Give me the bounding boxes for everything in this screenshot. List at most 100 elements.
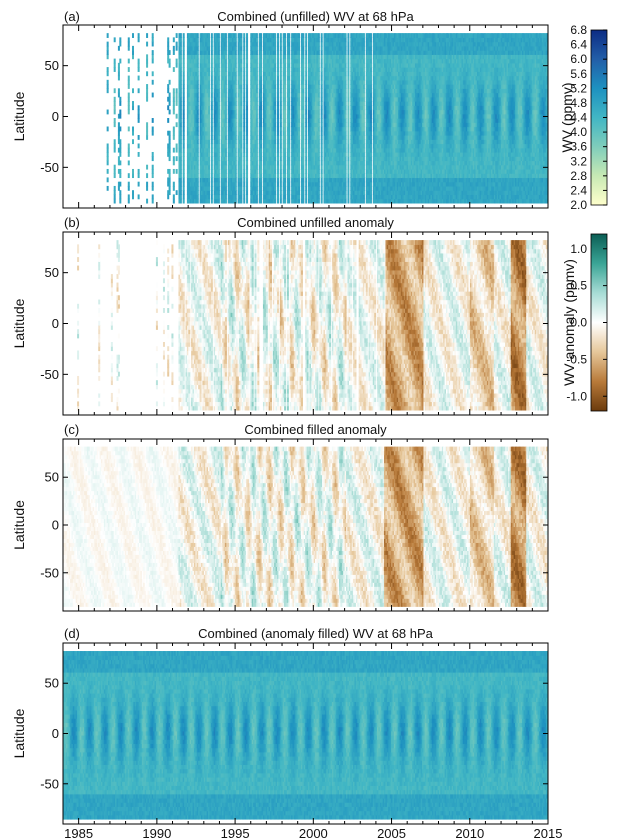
heatmap-cell (254, 139, 257, 145)
heatmap-cell (271, 92, 274, 98)
heatmap-cell (384, 62, 387, 68)
heatmap-cell (205, 190, 208, 196)
heatmap-cell (288, 79, 291, 85)
heatmap-cell (315, 198, 318, 204)
heatmap-cell (378, 164, 381, 170)
heatmap-cell (338, 75, 341, 81)
heatmap-cell (341, 164, 344, 170)
heatmap-cell (265, 164, 268, 170)
heatmap-cell (331, 33, 334, 38)
heatmap-cell (365, 41, 368, 47)
heatmap-cell (284, 135, 287, 140)
heatmap-cell (200, 143, 203, 149)
heatmap-cell (333, 79, 336, 85)
heatmap-cell (340, 75, 343, 81)
heatmap-cell (223, 54, 226, 60)
heatmap-cell (231, 41, 234, 47)
heatmap-cell (253, 33, 256, 38)
heatmap-cell (234, 71, 237, 77)
heatmap-cell (250, 96, 253, 102)
heatmap-cell (350, 54, 353, 60)
heatmap-cell (271, 37, 274, 43)
heatmap-cell (354, 92, 357, 98)
heatmap-cell (172, 105, 175, 111)
heatmap-cell (258, 168, 261, 174)
heatmap-cell (312, 79, 315, 85)
heatmap-cell (291, 41, 294, 47)
heatmap-cell (330, 147, 333, 153)
heatmap-cell (357, 198, 360, 204)
heatmap-cell (113, 168, 116, 174)
heatmap-cell (298, 190, 301, 196)
heatmap-cell (354, 101, 357, 106)
heatmap-cell (271, 101, 274, 106)
heatmap-cell (246, 45, 249, 51)
heatmap-cell (351, 151, 354, 157)
heatmap-cell (192, 160, 195, 166)
heatmap-cell (313, 79, 316, 85)
heatmap-cell (258, 54, 261, 60)
heatmap-cell (179, 190, 182, 196)
heatmap-cell (367, 143, 370, 149)
heatmap-cell (215, 181, 218, 187)
heatmap-cell (323, 96, 326, 102)
heatmap-cell (210, 190, 213, 196)
heatmap-cell (291, 88, 294, 94)
heatmap-cell (316, 130, 319, 136)
heatmap-cell (305, 54, 308, 60)
heatmap-cell (341, 194, 344, 200)
heatmap-cell (179, 88, 182, 94)
heatmap-cell (341, 54, 344, 60)
heatmap-cell (239, 92, 242, 98)
heatmap-cell (271, 62, 274, 68)
heatmap-cell (341, 126, 344, 132)
heatmap-cell (255, 151, 258, 157)
heatmap-cell (178, 54, 181, 60)
heatmap-cell (255, 198, 258, 204)
heatmap-cell (182, 45, 185, 51)
heatmap-cell (282, 109, 285, 115)
heatmap-cell (117, 135, 120, 140)
heatmap-cell (254, 109, 257, 115)
heatmap-cell (378, 67, 381, 72)
heatmap-cell (267, 118, 270, 123)
heatmap-cell (340, 37, 343, 43)
heatmap-cell (191, 37, 194, 43)
heatmap-cell (344, 88, 347, 94)
heatmap-cell (191, 151, 194, 157)
heatmap-cell (337, 147, 340, 153)
heatmap-cell (336, 147, 339, 153)
heatmap-cell (188, 147, 191, 153)
heatmap-cell (376, 135, 380, 140)
heatmap-cell (262, 181, 265, 187)
heatmap-cell (220, 139, 223, 145)
heatmap-cell (284, 126, 287, 132)
heatmap-cell (376, 173, 380, 179)
heatmap-cell (193, 122, 196, 128)
heatmap-cell (237, 177, 240, 183)
heatmap-cell (240, 168, 243, 174)
heatmap-cell (382, 50, 385, 55)
heatmap-cell (323, 79, 326, 85)
heatmap-cell (323, 37, 326, 43)
heatmap-cell (347, 67, 350, 72)
heatmap-cell (305, 50, 308, 55)
heatmap-cell (268, 113, 271, 119)
heatmap-cell (237, 105, 240, 111)
heatmap-cell (230, 173, 233, 179)
heatmap-cell (189, 181, 192, 187)
heatmap-cell (191, 101, 194, 106)
heatmap-cell (255, 118, 258, 123)
heatmap-cell (178, 156, 181, 162)
heatmap-cell (361, 67, 364, 72)
heatmap-cell (376, 105, 380, 111)
heatmap-cell (291, 67, 294, 72)
heatmap-cell (231, 109, 234, 115)
heatmap-cell (334, 105, 337, 111)
heatmap-cell (199, 185, 202, 191)
heatmap-cell (340, 84, 343, 89)
heatmap-cell (292, 109, 295, 115)
heatmap-cell (246, 62, 249, 68)
heatmap-cell (199, 177, 202, 183)
heatmap-cell (262, 194, 265, 200)
